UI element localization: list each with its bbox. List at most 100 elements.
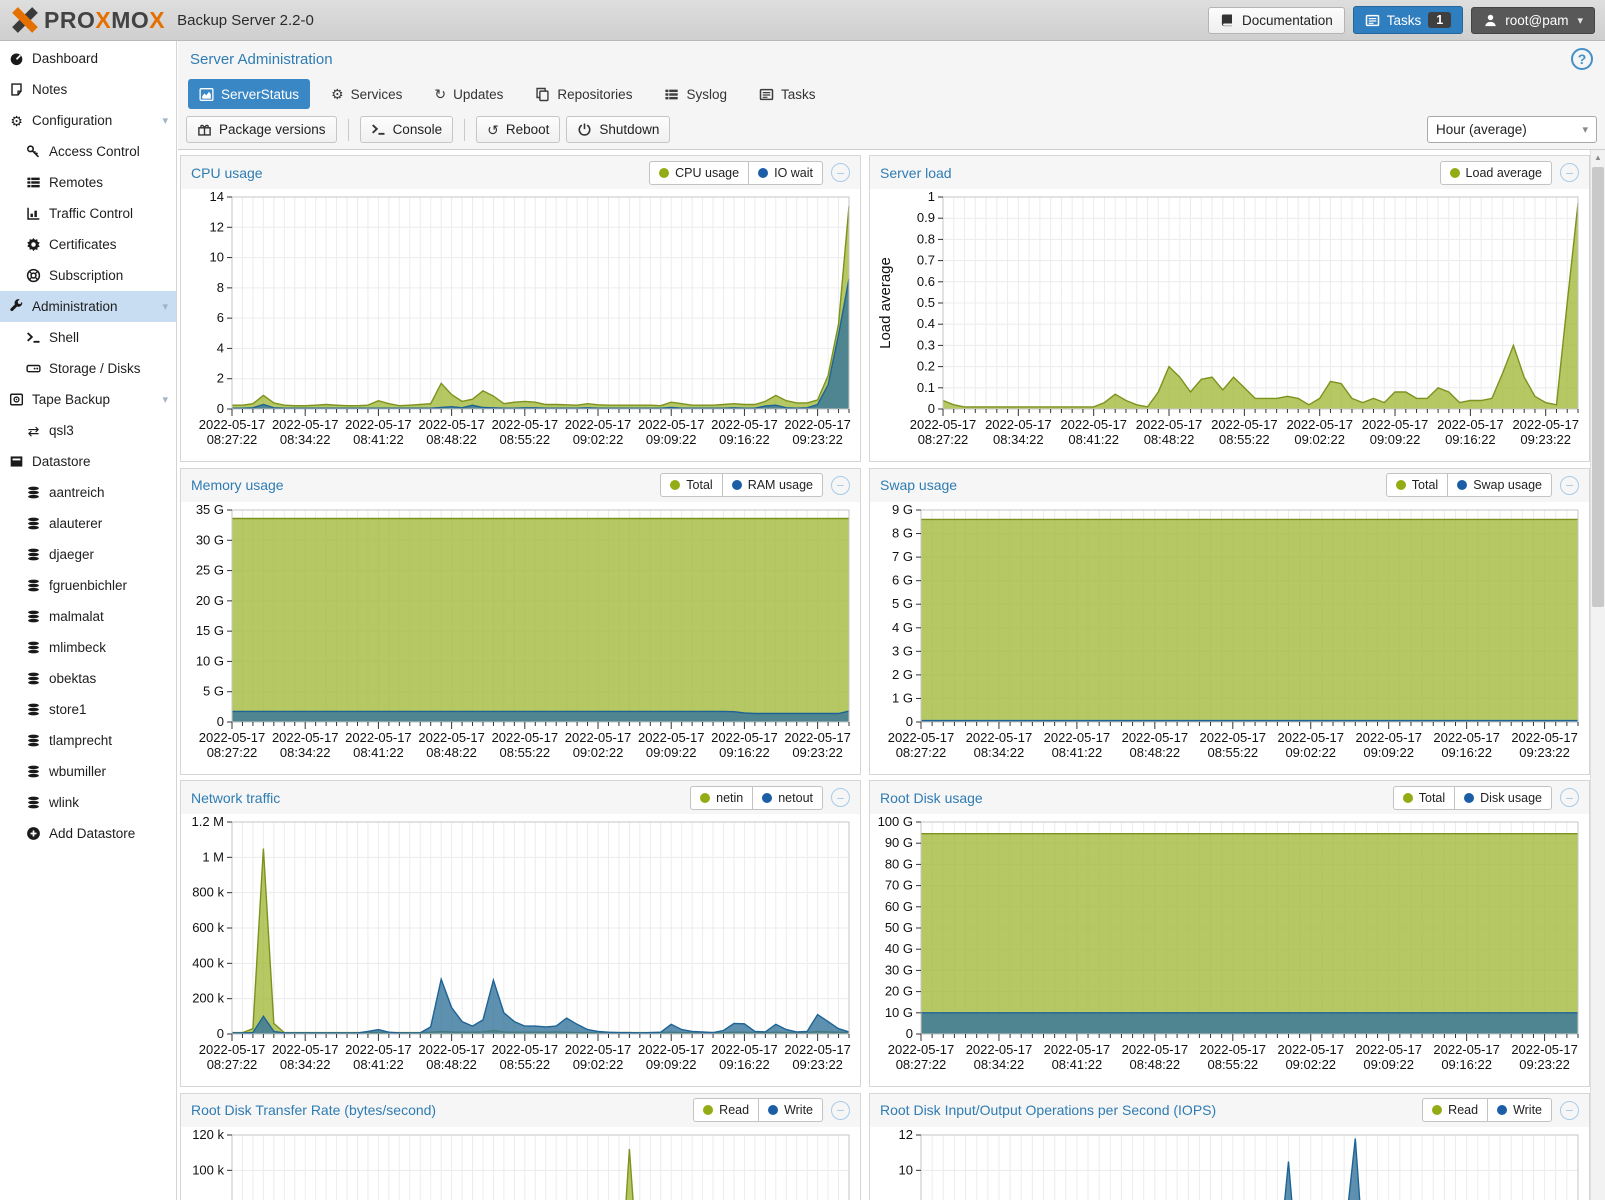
- legend-item-disk-usage[interactable]: Disk usage: [1455, 785, 1552, 810]
- chevron-down-icon[interactable]: ▾: [162, 301, 168, 313]
- chart-legend: Read Write: [1422, 1098, 1552, 1122]
- collapse-chart-button[interactable]: −: [831, 1100, 850, 1120]
- legend-item-total[interactable]: Total: [660, 473, 723, 497]
- x-axis-label: 2022-05-17: [1511, 730, 1578, 745]
- legend-item-load-average[interactable]: Load average: [1439, 160, 1552, 185]
- sidebar-item-certificates[interactable]: Certificates: [0, 229, 176, 260]
- svg-text:08:48:22: 08:48:22: [1130, 745, 1181, 760]
- legend-label: RAM usage: [747, 478, 813, 492]
- sidebar-item-store1[interactable]: store1: [0, 694, 176, 725]
- svg-text:50 G: 50 G: [885, 920, 913, 935]
- sidebar-item-storage-disks[interactable]: Storage / Disks: [0, 353, 176, 384]
- legend-item-netout[interactable]: netout: [753, 785, 823, 810]
- chart-title: Root Disk Input/Output Operations per Se…: [880, 1102, 1217, 1118]
- sidebar-item-label: store1: [49, 702, 87, 717]
- sidebar-item-subscription[interactable]: Subscription: [0, 260, 176, 291]
- sidebar-item-datastore[interactable]: Datastore: [0, 446, 176, 477]
- sidebar-item-label: wlink: [49, 795, 80, 810]
- scrollbar[interactable]: ▲: [1590, 150, 1605, 1200]
- tab-repositories[interactable]: Repositories: [524, 79, 643, 109]
- legend-item-read[interactable]: Read: [693, 1098, 760, 1122]
- sidebar-item-label: Access Control: [49, 144, 140, 159]
- tab-syslog[interactable]: Syslog: [653, 79, 738, 109]
- chart-title: Memory usage: [191, 477, 284, 493]
- sidebar-item-label: Shell: [49, 330, 80, 345]
- tasks-button[interactable]: Tasks 1: [1352, 6, 1464, 34]
- legend-label: Swap usage: [1473, 478, 1542, 492]
- collapse-chart-button[interactable]: −: [1560, 788, 1579, 807]
- sidebar-item-aantreich[interactable]: aantreich: [0, 477, 176, 508]
- sidebar-item-configuration[interactable]: ⚙ Configuration ▾: [0, 105, 176, 136]
- sidebar-item-shell[interactable]: Shell: [0, 322, 176, 353]
- sidebar-item-administration[interactable]: Administration ▾: [0, 291, 176, 322]
- tab-updates[interactable]: ↻ Updates: [423, 79, 514, 109]
- sidebar-item-traffic-control[interactable]: Traffic Control: [0, 198, 176, 229]
- svg-text:09:02:22: 09:02:22: [573, 432, 624, 447]
- chevron-down-icon[interactable]: ▾: [162, 394, 168, 406]
- legend-item-write[interactable]: Write: [759, 1098, 823, 1122]
- svg-text:09:09:22: 09:09:22: [646, 745, 697, 760]
- legend-item-read[interactable]: Read: [1422, 1098, 1489, 1122]
- legend-label: netin: [716, 790, 744, 805]
- sidebar-item-djaeger[interactable]: djaeger: [0, 539, 176, 570]
- svg-text:30 G: 30 G: [196, 532, 224, 547]
- package-versions-button[interactable]: Package versions: [186, 116, 337, 143]
- sidebar-item-mlimbeck[interactable]: mlimbeck: [0, 632, 176, 663]
- sidebar-item-tlamprecht[interactable]: tlamprecht: [0, 725, 176, 756]
- legend-item-swap-usage[interactable]: Swap usage: [1448, 473, 1552, 497]
- sidebar-item-remotes[interactable]: Remotes: [0, 167, 176, 198]
- sidebar-item-fgruenbichler[interactable]: fgruenbichler: [0, 570, 176, 601]
- legend-item-netin[interactable]: netin: [690, 785, 754, 810]
- legend-item-io-wait[interactable]: IO wait: [749, 160, 823, 185]
- scroll-up-arrow[interactable]: ▲: [1594, 153, 1602, 162]
- tab-serverstatus[interactable]: ServerStatus: [188, 79, 311, 109]
- documentation-button[interactable]: Documentation: [1207, 6, 1345, 34]
- collapse-chart-button[interactable]: −: [831, 788, 850, 807]
- chevron-down-icon[interactable]: ▾: [162, 115, 168, 127]
- help-button[interactable]: ?: [1571, 48, 1593, 70]
- legend-item-cpu-usage[interactable]: CPU usage: [649, 160, 750, 185]
- x-axis-label: 2022-05-17: [1200, 730, 1267, 745]
- collapse-chart-button[interactable]: −: [1560, 475, 1579, 495]
- x-axis-label: 2022-05-17: [272, 1042, 339, 1057]
- sidebar-item-wbumiller[interactable]: wbumiller: [0, 756, 176, 787]
- svg-text:0.4: 0.4: [917, 316, 935, 331]
- sidebar-item-notes[interactable]: Notes: [0, 74, 176, 105]
- user-menu-button[interactable]: root@pam ▾: [1471, 6, 1595, 34]
- tab-label: Updates: [453, 86, 504, 102]
- tab-services[interactable]: ⚙ Services: [320, 79, 413, 109]
- collapse-chart-button[interactable]: −: [1560, 163, 1579, 182]
- console-button[interactable]: Console: [359, 116, 454, 143]
- timeframe-select[interactable]: Hour (average) ▾: [1427, 116, 1597, 143]
- x-axis-label: 2022-05-17: [638, 1042, 705, 1057]
- collapse-chart-button[interactable]: −: [1560, 1100, 1579, 1120]
- sidebar-item-alauterer[interactable]: alauterer: [0, 508, 176, 539]
- sidebar-item-add-datastore[interactable]: Add Datastore: [0, 818, 176, 849]
- scrollbar-thumb[interactable]: [1592, 167, 1604, 607]
- tasks-label: Tasks: [1386, 12, 1422, 28]
- legend-item-write[interactable]: Write: [1488, 1098, 1552, 1122]
- collapse-chart-button[interactable]: −: [831, 163, 850, 182]
- shutdown-button[interactable]: Shutdown: [566, 116, 671, 143]
- sidebar-item-obektas[interactable]: obektas: [0, 663, 176, 694]
- legend-item-ram-usage[interactable]: RAM usage: [722, 473, 823, 497]
- sidebar-item-access-control[interactable]: Access Control: [0, 136, 176, 167]
- svg-text:400 k: 400 k: [192, 955, 224, 970]
- collapse-chart-button[interactable]: −: [831, 475, 850, 495]
- chart-panel-root-disk-input-output-operations-per-se: Root Disk Input/Output Operations per Se…: [869, 1092, 1590, 1200]
- legend-item-total[interactable]: Total: [1385, 473, 1449, 497]
- sidebar-item-dashboard[interactable]: Dashboard: [0, 43, 176, 74]
- toolbar-separator: [347, 118, 349, 141]
- key-icon: [26, 144, 41, 159]
- sidebar-item-qsl3[interactable]: ⇄ qsl3: [0, 415, 176, 446]
- reboot-button[interactable]: ↺ Reboot: [476, 116, 561, 143]
- legend-item-total[interactable]: Total: [1392, 785, 1456, 810]
- svg-text:25 G: 25 G: [196, 562, 224, 577]
- sidebar-item-malmalat[interactable]: malmalat: [0, 601, 176, 632]
- svg-text:60 G: 60 G: [885, 899, 913, 914]
- rows-icon: [664, 87, 679, 102]
- chart-canvas: 05 G10 G15 G20 G25 G30 G35 G2022-05-1708…: [196, 502, 851, 760]
- sidebar-item-wlink[interactable]: wlink: [0, 787, 176, 818]
- sidebar-item-tape-backup[interactable]: Tape Backup ▾: [0, 384, 176, 415]
- tab-tasks[interactable]: Tasks: [748, 79, 827, 109]
